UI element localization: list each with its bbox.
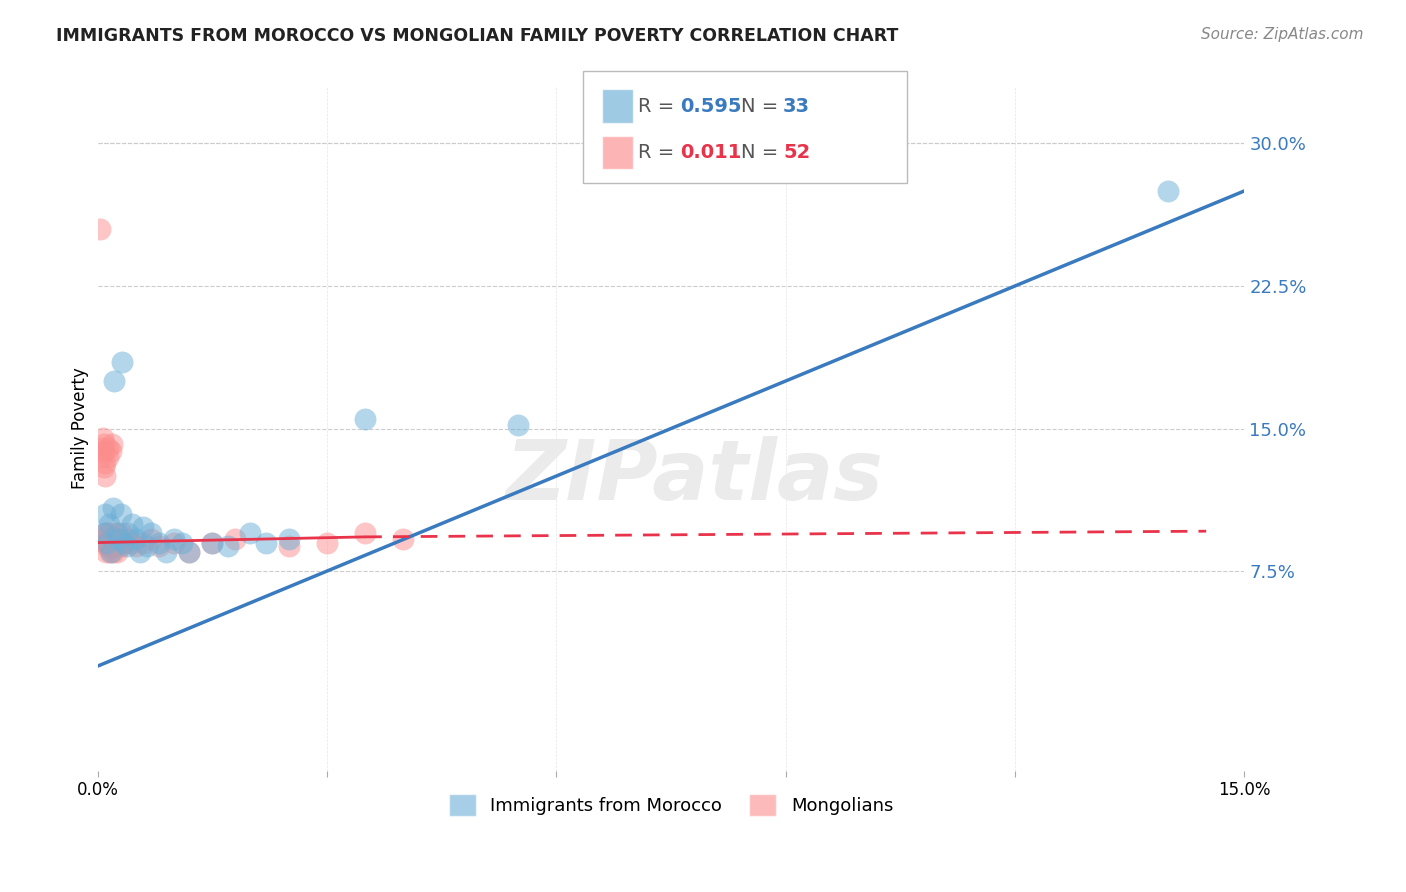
Point [110,535,132,549]
Point [100,535,122,549]
Point [105,526,128,541]
Point [100,540,122,554]
Point [94,535,117,549]
Text: 0.011: 0.011 [681,143,742,162]
Point [104,526,127,541]
Point [96,535,118,549]
Point [103,374,125,388]
Point [93,526,115,541]
Point [111,355,134,369]
Point [91,431,114,445]
Point [98,516,121,531]
Point [98,535,121,549]
Text: 33: 33 [783,96,810,116]
Text: R =: R = [638,143,681,162]
Text: N =: N = [741,143,785,162]
Point [93,436,115,450]
Point [94,526,117,541]
Point [103,532,125,546]
Point [239,526,262,541]
Point [98,545,121,559]
Point [155,545,177,559]
Point [97,450,120,464]
Point [101,436,124,450]
Point [316,535,339,549]
Point [93,444,115,458]
Point [392,532,415,546]
Point [132,520,155,534]
Point [217,540,239,554]
Point [101,535,124,549]
Point [179,545,201,559]
Point [110,507,132,521]
Point [117,532,139,546]
Text: R =: R = [638,96,681,116]
Point [179,545,201,559]
Text: IMMIGRANTS FROM MOROCCO VS MONGOLIAN FAMILY POVERTY CORRELATION CHART: IMMIGRANTS FROM MOROCCO VS MONGOLIAN FAM… [56,27,898,45]
Point [105,535,128,549]
Point [91,441,114,455]
Point [94,545,117,559]
Point [201,535,224,549]
Point [108,532,131,546]
Text: 52: 52 [783,143,810,162]
Point [94,456,117,470]
Point [354,412,377,426]
Point [89,222,111,236]
Point [163,535,186,549]
Point [121,516,143,531]
Point [105,545,128,559]
Point [100,444,122,458]
Point [94,469,117,483]
Point [94,535,117,549]
Point [136,540,159,554]
Point [277,532,299,546]
Point [101,545,124,559]
Point [170,535,193,549]
Point [254,535,277,549]
Text: ZIPatlas: ZIPatlas [505,436,883,517]
Point [93,532,115,546]
Point [112,535,135,549]
Point [354,526,377,541]
Point [108,532,131,546]
Point [148,540,170,554]
Point [90,450,112,464]
Point [139,526,162,541]
Point [98,532,121,546]
Point [132,535,155,549]
Point [121,535,143,549]
Point [115,540,138,554]
Point [201,535,224,549]
Point [100,545,122,559]
Point [117,526,139,541]
Point [163,532,186,546]
Text: Source: ZipAtlas.com: Source: ZipAtlas.com [1201,27,1364,42]
Point [96,540,118,554]
Point [125,540,148,554]
Point [277,540,299,554]
Y-axis label: Family Poverty: Family Poverty [72,368,89,490]
Point [112,535,135,549]
Point [101,501,124,516]
Point [139,532,162,546]
Point [125,532,148,546]
Point [506,417,529,432]
Point [111,526,134,541]
Point [128,545,150,559]
Point [148,535,170,549]
Point [110,540,132,554]
Point [98,526,121,541]
Legend: Immigrants from Morocco, Mongolians: Immigrants from Morocco, Mongolians [441,787,900,823]
Point [94,507,117,521]
Point [96,526,118,541]
Point [1157,184,1180,198]
Text: N =: N = [741,96,785,116]
Point [93,459,115,474]
Point [96,441,118,455]
Point [103,540,125,554]
Point [224,532,246,546]
Text: 0.595: 0.595 [681,96,742,116]
